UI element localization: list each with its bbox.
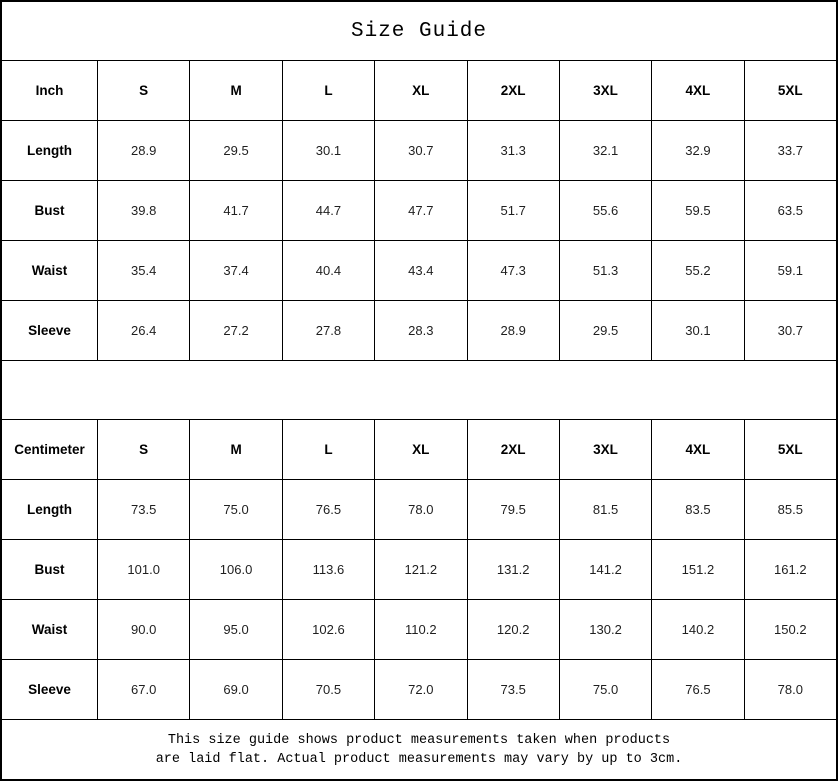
measurement-value-cell: 81.5 <box>558 479 652 539</box>
measurement-value-cell: 63.5 <box>743 180 836 240</box>
measurement-value-cell: 78.0 <box>374 479 467 539</box>
measurement-value-cell: 90.0 <box>97 599 190 659</box>
measurement-value-cell: 47.7 <box>374 180 467 240</box>
measurement-value-cell: 151.2 <box>651 539 744 599</box>
measurement-value-cell: 95.0 <box>189 599 282 659</box>
size-table-inch: Inch S M L XL 2XL 3XL 4XL 5XL Length 28.9 29.5 30.1 3… <box>2 60 836 360</box>
measurement-value-cell: 59.5 <box>651 180 744 240</box>
measurement-value-cell: 161.2 <box>743 539 836 599</box>
measurement-value-cell: 28.3 <box>374 300 467 360</box>
table-spacer-row <box>2 360 836 419</box>
measurement-value-cell: 78.0 <box>743 659 836 719</box>
size-header-cell: 3XL <box>558 60 652 120</box>
measurement-value-cell: 28.9 <box>466 300 559 360</box>
measurement-value-cell: 73.5 <box>466 659 559 719</box>
measurement-value-cell: 110.2 <box>374 599 467 659</box>
measurement-value-cell: 67.0 <box>97 659 190 719</box>
measurement-label-cell: Bust <box>2 539 97 599</box>
measurement-value-cell: 76.5 <box>281 479 375 539</box>
unit-header-cell: Inch <box>2 60 97 120</box>
measurement-value-cell: 32.9 <box>651 120 744 180</box>
measurement-value-cell: 106.0 <box>189 539 282 599</box>
measurement-value-cell: 27.8 <box>281 300 375 360</box>
size-header-cell: L <box>281 419 375 479</box>
measurement-value-cell: 70.5 <box>281 659 375 719</box>
measurement-value-cell: 51.3 <box>558 240 652 300</box>
measurement-label-cell: Sleeve <box>2 300 97 360</box>
measurement-value-cell: 43.4 <box>374 240 467 300</box>
measurement-value-cell: 40.4 <box>281 240 375 300</box>
measurement-value-cell: 101.0 <box>97 539 190 599</box>
size-header-cell: 5XL <box>743 419 836 479</box>
measurement-value-cell: 27.2 <box>189 300 282 360</box>
measurement-value-cell: 33.7 <box>743 120 836 180</box>
size-header-cell: S <box>97 60 190 120</box>
measurement-value-cell: 121.2 <box>374 539 467 599</box>
size-header-cell: M <box>189 60 282 120</box>
measurement-value-cell: 37.4 <box>189 240 282 300</box>
measurement-value-cell: 83.5 <box>651 479 744 539</box>
measurement-value-cell: 29.5 <box>189 120 282 180</box>
measurement-value-cell: 47.3 <box>466 240 559 300</box>
measurement-value-cell: 102.6 <box>281 599 375 659</box>
measurement-label-cell: Length <box>2 120 97 180</box>
measurement-value-cell: 51.7 <box>466 180 559 240</box>
measurement-value-cell: 44.7 <box>281 180 375 240</box>
measurement-label-cell: Waist <box>2 599 97 659</box>
measurement-value-cell: 140.2 <box>651 599 744 659</box>
measurement-value-cell: 113.6 <box>281 539 375 599</box>
measurement-value-cell: 41.7 <box>189 180 282 240</box>
measurement-label-cell: Bust <box>2 180 97 240</box>
size-header-cell: 4XL <box>651 60 744 120</box>
size-header-cell: L <box>281 60 375 120</box>
size-header-cell: S <box>97 419 190 479</box>
size-header-cell: 2XL <box>466 60 559 120</box>
size-header-cell: 4XL <box>651 419 744 479</box>
size-table-centimeter: Centimeter S M L XL 2XL 3XL 4XL 5XL Length 73.5 75.… <box>2 419 836 719</box>
measurement-value-cell: 35.4 <box>97 240 190 300</box>
measurement-value-cell: 75.0 <box>558 659 652 719</box>
page-title: Size Guide <box>350 19 488 43</box>
measurement-value-cell: 29.5 <box>558 300 652 360</box>
measurement-value-cell: 30.7 <box>374 120 467 180</box>
size-header-cell: 3XL <box>558 419 652 479</box>
measurement-value-cell: 141.2 <box>558 539 652 599</box>
measurement-value-cell: 32.1 <box>558 120 652 180</box>
measurement-value-cell: 72.0 <box>374 659 467 719</box>
unit-header-cell: Centimeter <box>2 419 97 479</box>
size-header-cell: 5XL <box>743 60 836 120</box>
measurement-value-cell: 31.3 <box>466 120 559 180</box>
size-header-cell: 2XL <box>466 419 559 479</box>
measurement-value-cell: 69.0 <box>189 659 282 719</box>
measurement-value-cell: 75.0 <box>189 479 282 539</box>
measurement-value-cell: 85.5 <box>743 479 836 539</box>
measurement-value-cell: 30.1 <box>651 300 744 360</box>
measurement-value-cell: 59.1 <box>743 240 836 300</box>
measurement-label-cell: Length <box>2 479 97 539</box>
measurement-value-cell: 120.2 <box>466 599 559 659</box>
measurement-value-cell: 55.2 <box>651 240 744 300</box>
measurement-value-cell: 30.1 <box>281 120 375 180</box>
measurement-value-cell: 28.9 <box>97 120 190 180</box>
measurement-value-cell: 73.5 <box>97 479 190 539</box>
measurement-value-cell: 79.5 <box>466 479 559 539</box>
measurement-value-cell: 30.7 <box>743 300 836 360</box>
measurement-value-cell: 76.5 <box>651 659 744 719</box>
measurement-value-cell: 130.2 <box>558 599 652 659</box>
measurement-value-cell: 26.4 <box>97 300 190 360</box>
measurement-value-cell: 55.6 <box>558 180 652 240</box>
footer-note: This size guide shows product measuremen… <box>2 719 836 779</box>
measurement-value-cell: 150.2 <box>743 599 836 659</box>
measurement-label-cell: Waist <box>2 240 97 300</box>
measurement-value-cell: 39.8 <box>97 180 190 240</box>
size-header-cell: M <box>189 419 282 479</box>
size-header-cell: XL <box>374 60 467 120</box>
measurement-value-cell: 131.2 <box>466 539 559 599</box>
size-header-cell: XL <box>374 419 467 479</box>
measurement-label-cell: Sleeve <box>2 659 97 719</box>
